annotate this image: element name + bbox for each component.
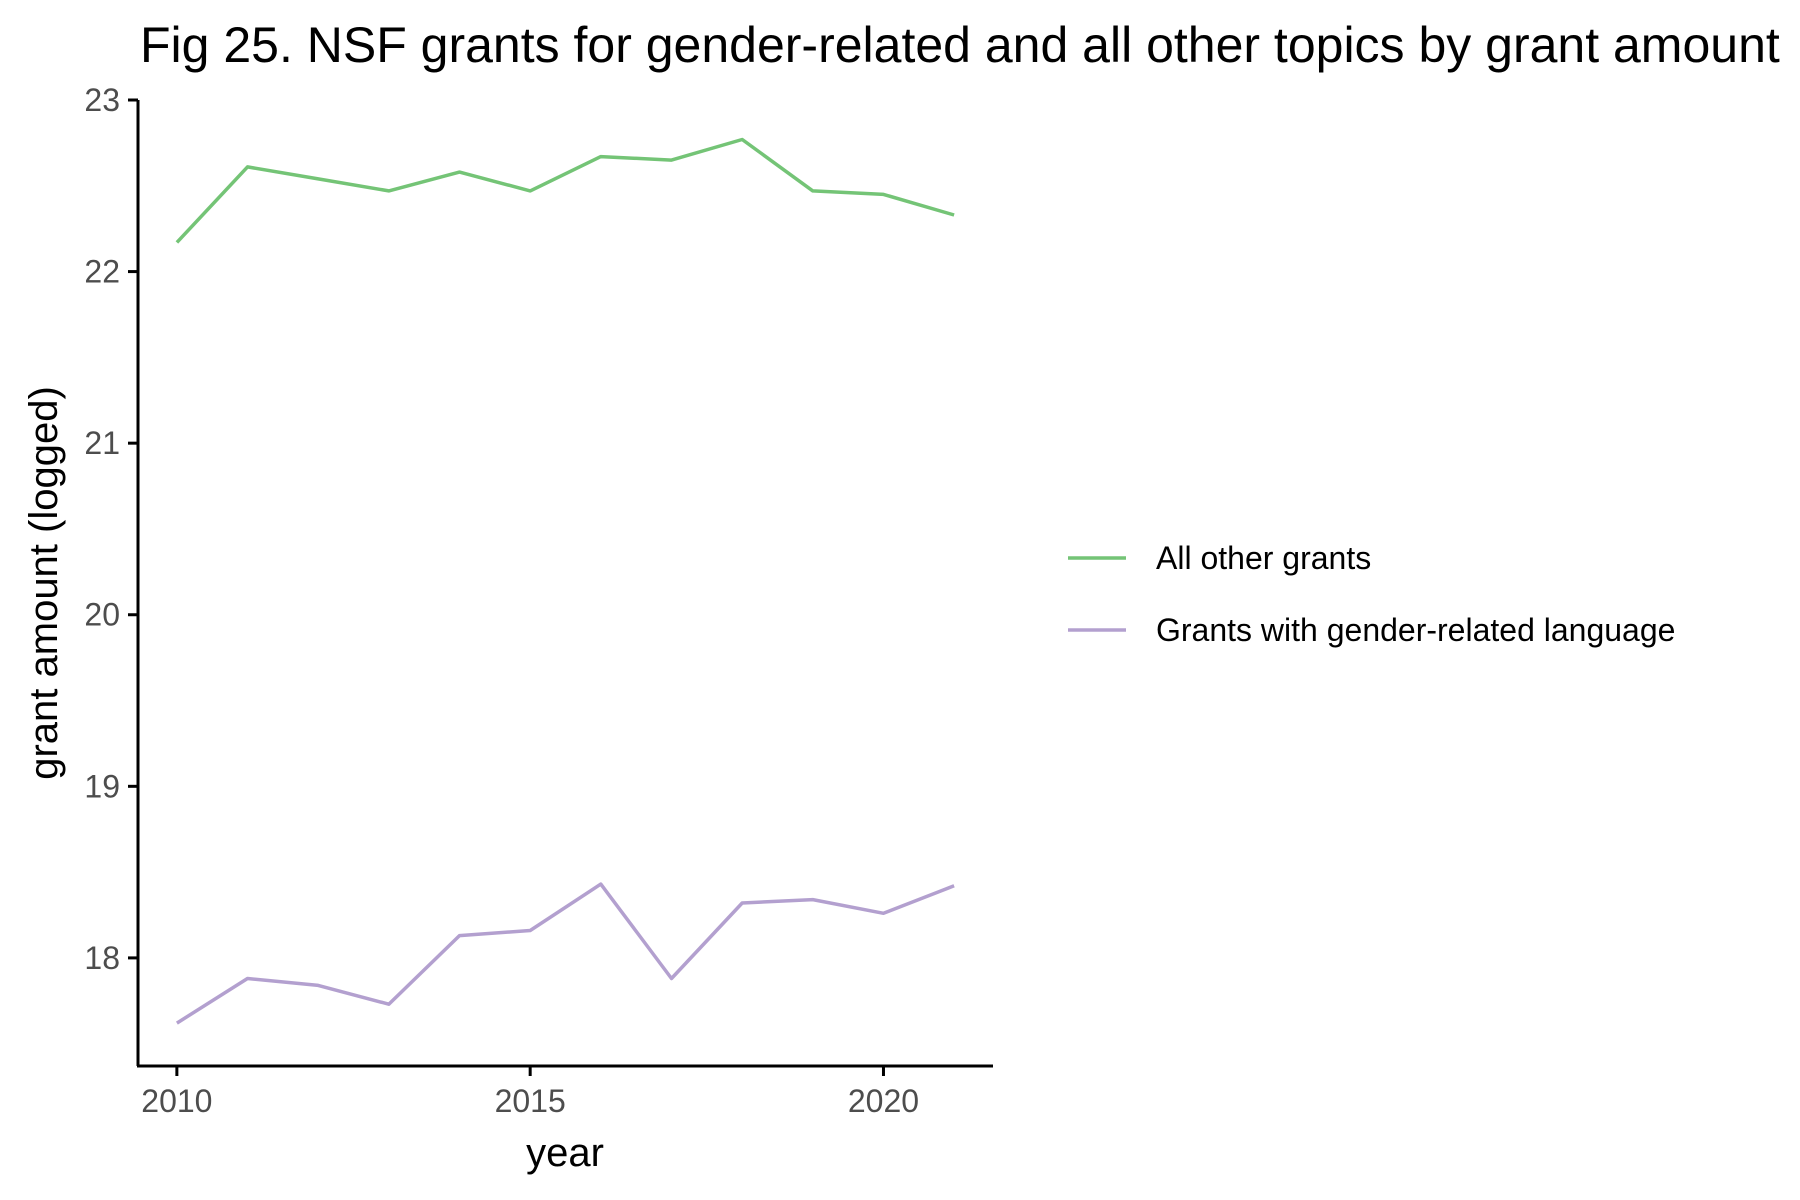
y-tick-label: 20: [84, 597, 120, 633]
legend-label-1: All other grants: [1156, 540, 1371, 576]
x-tick-label: 2010: [141, 1083, 212, 1119]
chart-title: Fig 25. NSF grants for gender-related an…: [140, 17, 1780, 73]
series-lines: [175, 137, 955, 1025]
y-tick-label: 21: [84, 425, 120, 461]
y-axis-title: grant amount (logged): [22, 386, 66, 780]
y-tick-label: 22: [84, 254, 120, 290]
series-line-1: [175, 137, 955, 244]
x-tick-label: 2020: [848, 1083, 919, 1119]
x-ticks: 2010 2015 2020: [141, 1066, 919, 1119]
y-ticks: 18 19 20 21 22 23: [84, 82, 138, 976]
series-line-2: [175, 882, 955, 1025]
plot-area: 18 19 20 21 22 23 2010 2015 2020: [84, 82, 993, 1119]
y-tick-label: 23: [84, 82, 120, 118]
y-tick-label: 19: [84, 768, 120, 804]
legend: All other grants Grants with gender-relat…: [1068, 540, 1675, 648]
x-tick-label: 2015: [495, 1083, 566, 1119]
x-axis-title: year: [526, 1131, 604, 1175]
legend-label-2: Grants with gender-related language: [1156, 612, 1675, 648]
y-tick-label: 18: [84, 940, 120, 976]
